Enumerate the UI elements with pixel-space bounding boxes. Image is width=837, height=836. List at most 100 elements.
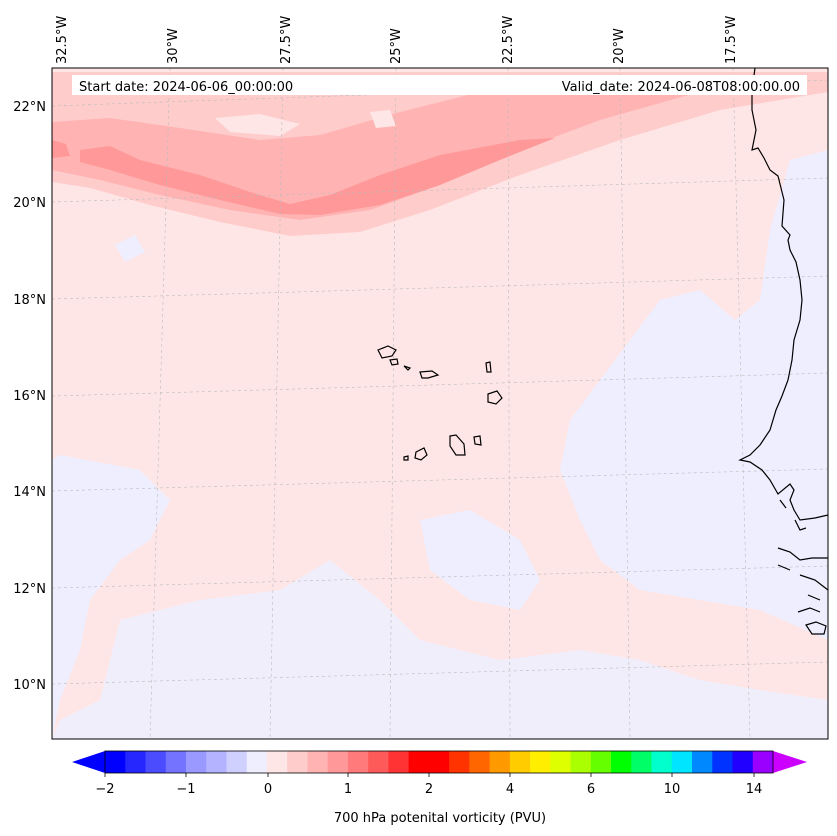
colorbar-tick-label: 1 — [344, 782, 352, 797]
colorbar-cell — [671, 751, 693, 773]
colorbar-cell — [509, 751, 531, 773]
grid-lat-20 — [51, 177, 829, 203]
island-fogo — [414, 447, 428, 461]
island-brava — [403, 455, 409, 461]
lat-label: 16°N — [13, 389, 46, 404]
negative-pv-regions — [52, 150, 828, 739]
colorbar-tick-label: −1 — [176, 782, 195, 797]
island-maio — [473, 435, 482, 446]
cape-verde-islands — [377, 345, 503, 461]
lat-label: 12°N — [13, 582, 46, 597]
island-boa-vista — [487, 390, 503, 405]
colorbar-tick-label: 4 — [506, 782, 514, 797]
colorbar-cell — [489, 751, 511, 773]
info-box — [72, 75, 807, 95]
lon-label: 20°W — [612, 28, 627, 64]
lat-label: 20°N — [13, 196, 46, 211]
colorbar: −2 −1 0 1 2 4 6 10 14 700 hPa potenital vorticit… — [72, 750, 807, 826]
grid-lon-17.5 — [732, 67, 751, 740]
lon-label: 27.5°W — [279, 16, 294, 64]
colorbar-cell — [651, 751, 673, 773]
region-small-patch — [80, 516, 108, 530]
island-santiago — [449, 434, 466, 456]
island-sao-vicente — [389, 358, 399, 366]
colorbar-cell — [368, 751, 389, 773]
grid-lon-22.5 — [507, 67, 511, 740]
colorbar-cells — [105, 751, 774, 773]
map-frame — [51, 67, 829, 740]
colorbar-frame — [104, 750, 774, 774]
colorbar-cell — [287, 751, 308, 773]
colorbar-cell — [550, 751, 572, 773]
grid-lon-25 — [389, 67, 397, 740]
colorbar-tick-label: −2 — [95, 782, 114, 797]
colorbar-cell — [631, 751, 653, 773]
lat-label: 10°N — [13, 678, 46, 693]
colorbar-cell — [246, 751, 268, 773]
colorbar-cell — [185, 751, 207, 773]
grid-lat-18 — [51, 275, 829, 300]
colorbar-cell — [307, 751, 329, 773]
colorbar-tick-label: 0 — [264, 782, 272, 797]
island-santo-antao — [377, 345, 397, 359]
region-central — [420, 510, 540, 610]
colorbar-tick-label: 6 — [587, 782, 595, 797]
pv-band — [52, 72, 828, 236]
colorbar-cell — [266, 751, 288, 773]
colorbar-ticks: −2 −1 0 1 2 4 6 10 14 — [95, 773, 762, 797]
latitude-labels: 22°N 20°N 18°N 16°N 14°N 12°N 10°N — [13, 100, 46, 693]
colorbar-tick-label: 10 — [664, 782, 681, 797]
colorbar-cell — [206, 751, 227, 773]
band-strong — [80, 138, 555, 215]
start-date-text: Start date: 2024-06-06_00:00:00 — [79, 80, 293, 95]
lon-label: 25°W — [389, 28, 404, 64]
longitude-labels: 32.5°W 30°W 27.5°W 25°W 22.5°W 20°W 17.5… — [55, 16, 739, 64]
valid-date-text: Valid_date: 2024-06-08T08:00:00.00 — [562, 80, 800, 95]
band-strong-west — [52, 140, 70, 158]
lat-label: 18°N — [13, 293, 46, 308]
region-south-strip — [52, 560, 828, 739]
colorbar-cell — [388, 751, 410, 773]
grid-lat-10 — [51, 661, 829, 685]
region-nw-patch — [115, 235, 145, 262]
colorbar-cell — [692, 751, 713, 773]
colorbar-cell — [590, 751, 612, 773]
colorbar-cell — [145, 751, 167, 773]
lon-label: 32.5°W — [55, 16, 70, 64]
gridlines — [51, 67, 829, 740]
lat-label: 22°N — [13, 100, 46, 115]
colorbar-cell — [105, 751, 126, 773]
colorbar-cell — [347, 751, 369, 773]
grid-lon-27.5 — [269, 67, 284, 740]
colorbar-tick-label: 2 — [425, 782, 433, 797]
island-sal — [485, 361, 492, 373]
lon-label: 30°W — [166, 28, 181, 64]
colorbar-cell — [408, 751, 430, 773]
colorbar-cell — [732, 751, 754, 773]
colorbar-cell — [530, 751, 551, 773]
lat-label: 14°N — [13, 485, 46, 500]
colorbar-cell — [752, 751, 774, 773]
grid-lat-16 — [51, 372, 829, 397]
colorbar-extend-left — [72, 751, 105, 773]
colorbar-cell — [428, 751, 450, 773]
colorbar-cell — [570, 751, 592, 773]
colorbar-cell — [327, 751, 349, 773]
colorbar-cell — [469, 751, 491, 773]
colorbar-label: 700 hPa potenital vorticity (PVU) — [334, 811, 546, 826]
band-white-patch — [215, 114, 300, 136]
colorbar-tick-label: 14 — [746, 782, 763, 797]
colorbar-cell — [226, 751, 248, 773]
colorbar-cell — [125, 751, 146, 773]
colorbar-cell — [449, 751, 470, 773]
lon-label: 22.5°W — [501, 16, 516, 64]
island-sao-nicolau — [419, 370, 440, 379]
lon-label: 17.5°W — [724, 16, 739, 64]
region-southwest — [52, 455, 170, 739]
grid-lon-20 — [619, 67, 631, 740]
region-east-coast — [560, 150, 828, 640]
colorbar-extend-right — [773, 751, 807, 773]
colorbar-cell — [165, 751, 187, 773]
colorbar-cell — [611, 751, 632, 773]
